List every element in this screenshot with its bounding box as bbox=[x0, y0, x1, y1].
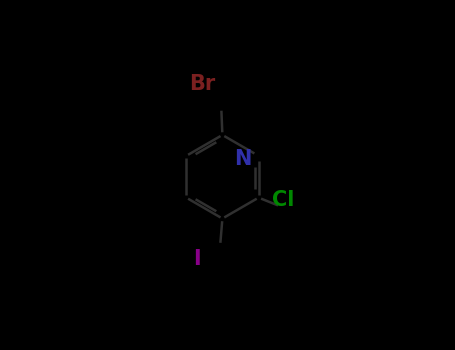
Text: N: N bbox=[234, 149, 251, 169]
Text: I: I bbox=[193, 249, 201, 269]
Text: Br: Br bbox=[189, 74, 215, 94]
Text: Cl: Cl bbox=[272, 190, 295, 210]
